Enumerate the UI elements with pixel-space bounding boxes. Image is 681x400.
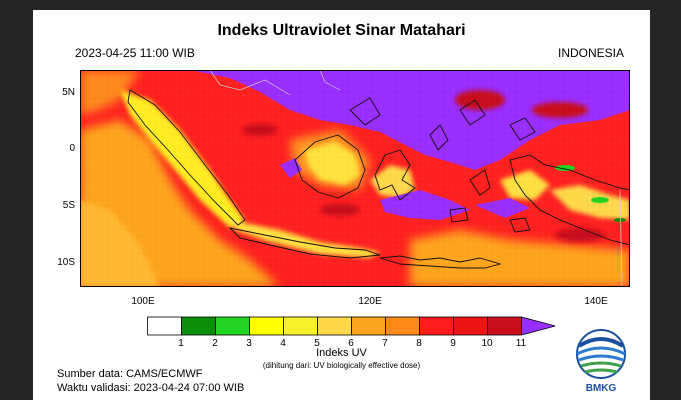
colorbar-box: [419, 316, 454, 336]
colorbar-tick-label: 9: [450, 338, 456, 349]
colorbar-box: [385, 316, 420, 336]
lat-label-0: 0: [69, 143, 75, 154]
colorbar-box: [283, 316, 318, 336]
lon-label-140e: 140E: [584, 296, 608, 307]
colorbar-tick-label: 2: [212, 338, 218, 349]
lon-label-100e: 100E: [131, 296, 155, 307]
uv-map-graphic: [80, 70, 630, 287]
forecast-datetime: 2023-04-25 11:00 WIB: [75, 46, 195, 60]
colorbar-tick-label: 11: [515, 338, 527, 349]
lat-label-5s: 5S: [62, 200, 75, 211]
bmkg-logo: BMKG: [571, 328, 631, 398]
colorbar-arrow: [521, 316, 555, 336]
colorbar-box: [147, 316, 182, 336]
colorbar-tick-label: 3: [246, 338, 252, 349]
lon-label-120e: 120E: [358, 296, 382, 307]
colorbar-box: [181, 316, 216, 336]
boundary-lines: [209, 70, 623, 287]
colorbar: [147, 316, 555, 336]
colorbar-tick-label: 6: [348, 338, 354, 349]
colorbar-box: [487, 316, 522, 336]
data-source: Sumber data: CAMS/ECMWF: [57, 368, 203, 380]
uv-index-map: [80, 70, 630, 287]
colorbar-tick-label: 8: [416, 338, 422, 349]
region-label: INDONESIA: [557, 46, 624, 60]
colorbar-box: [453, 316, 488, 336]
colorbar-box: [317, 316, 352, 336]
colorbar-tick-label: 7: [382, 338, 388, 349]
validity-time: Waktu validasi: 2023-04-24 07:00 WIB: [57, 382, 245, 394]
colorbar-note: (dihitung dari: UV biologically effectiv…: [262, 361, 421, 370]
colorbar-box: [215, 316, 250, 336]
lat-label-5n: 5N: [62, 87, 75, 98]
colorbar-tick-label: 1: [178, 338, 184, 349]
map-title: Indeks Ultraviolet Sinar Matahari: [217, 22, 466, 39]
colorbar-box: [351, 316, 386, 336]
map-sheet: Indeks Ultraviolet Sinar Matahari 2023-0…: [33, 10, 650, 400]
lat-label-10s: 10S: [57, 257, 75, 268]
colorbar-label: Indeks UV: [316, 347, 367, 359]
bmkg-logo-text: BMKG: [585, 383, 617, 394]
bmkg-emblem-icon: [576, 329, 626, 379]
coastlines: [127, 89, 630, 269]
colorbar-tick-label: 10: [481, 338, 493, 349]
colorbar-tick-label: 4: [280, 338, 286, 349]
colorbar-box: [249, 316, 284, 336]
colorbar-tick-label: 5: [314, 338, 320, 349]
